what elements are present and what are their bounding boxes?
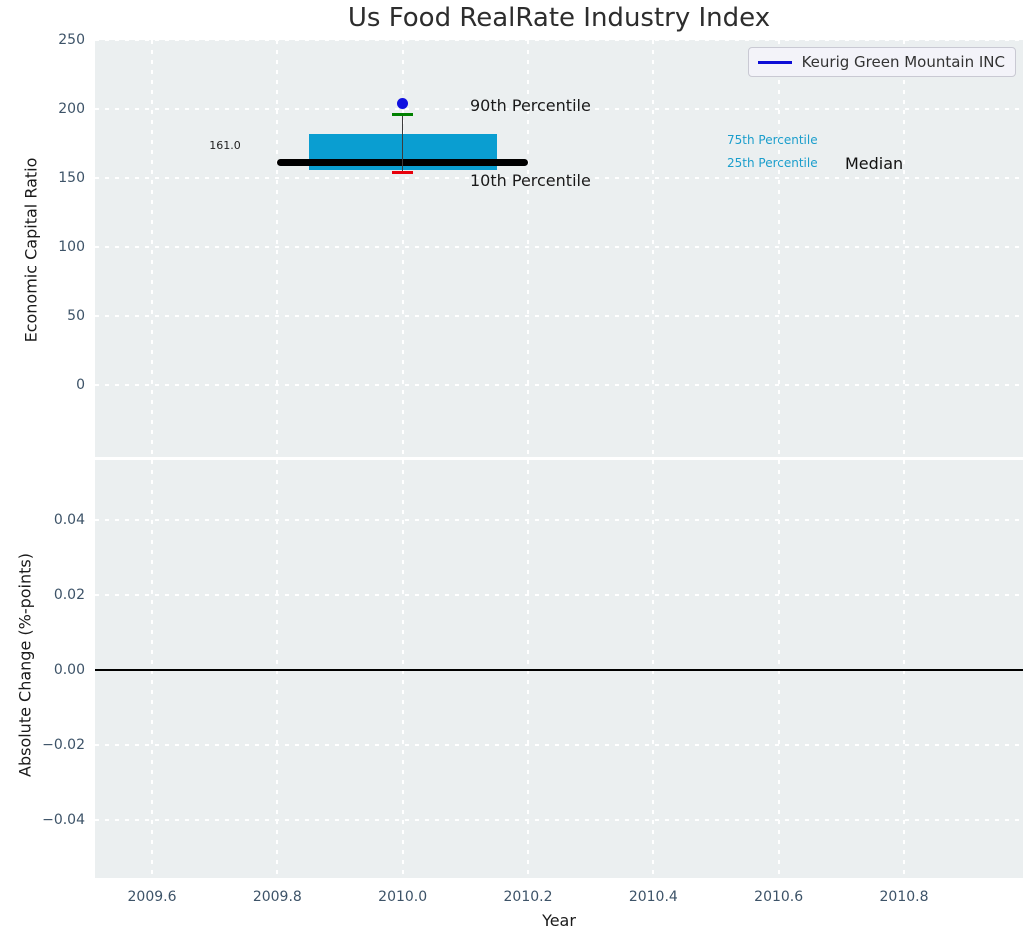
x-tick-label: 2010.8 — [879, 889, 929, 905]
x-gridline — [401, 40, 404, 457]
x-tick-label: 2010.6 — [754, 889, 804, 905]
y-gridline — [95, 246, 1023, 248]
y-gridline — [95, 819, 1023, 821]
p90-cap — [392, 113, 414, 117]
top-y-tick-label: 0 — [76, 377, 85, 393]
legend: Keurig Green Mountain INC — [747, 47, 1016, 77]
p90-annotation: 90th Percentile — [470, 95, 591, 115]
y-gridline — [95, 315, 1023, 317]
top-y-tick-label: 100 — [58, 239, 85, 255]
y-gridline — [95, 519, 1023, 521]
p10-cap — [392, 170, 414, 174]
x-tick-label: 2010.2 — [503, 889, 553, 905]
x-gridline — [151, 40, 153, 457]
bottom-y-tick-label: −0.02 — [42, 737, 85, 753]
legend-label: Keurig Green Mountain INC — [801, 53, 1005, 71]
bottom-y-tick-label: −0.04 — [42, 812, 85, 828]
x-gridline — [652, 40, 655, 457]
y-gridline — [95, 384, 1023, 386]
top-plot-area: 90th Percentile 10th Percentile 75th Per… — [95, 39, 1023, 457]
p25-annotation: 25th Percentile — [727, 155, 818, 170]
zero-line — [95, 669, 1023, 671]
p10-annotation: 10th Percentile — [470, 171, 591, 191]
top-y-tick-label: 200 — [58, 101, 85, 117]
x-tick-label: 2009.8 — [252, 889, 302, 905]
top-y-tick-label: 50 — [67, 308, 85, 324]
bottom-y-tick-label: 0.04 — [53, 512, 85, 528]
top-y-tick-label: 150 — [58, 170, 85, 186]
x-tick-label: 2009.6 — [127, 889, 177, 905]
y-gridline — [95, 108, 1023, 110]
top-y-tick-label: 250 — [58, 32, 85, 48]
x-axis-label: Year — [542, 911, 576, 930]
x-gridline — [903, 40, 905, 457]
y-gridline — [95, 39, 1023, 41]
whisker-line — [401, 114, 404, 173]
company-point — [397, 97, 409, 109]
x-tick-label: 2010.4 — [628, 889, 678, 905]
y-gridline — [95, 744, 1023, 746]
bottom-plot-area — [95, 460, 1023, 878]
bottom-y-tick-label: 0.00 — [53, 662, 85, 678]
median-value-annotation: 161.0 — [209, 138, 241, 152]
bottom-y-tick-label: 0.02 — [53, 587, 85, 603]
legend-line-sample — [757, 60, 792, 64]
p75-annotation: 75th Percentile — [727, 132, 818, 147]
y-gridline — [95, 594, 1023, 596]
x-gridline — [276, 40, 279, 457]
x-tick-label: 2010.0 — [378, 889, 428, 905]
x-gridline — [777, 40, 780, 457]
median-annotation: Median — [845, 153, 904, 173]
chart-title: Us Food RealRate Industry Index — [347, 3, 771, 33]
y-gridline — [95, 177, 1023, 179]
x-gridline — [527, 40, 529, 457]
